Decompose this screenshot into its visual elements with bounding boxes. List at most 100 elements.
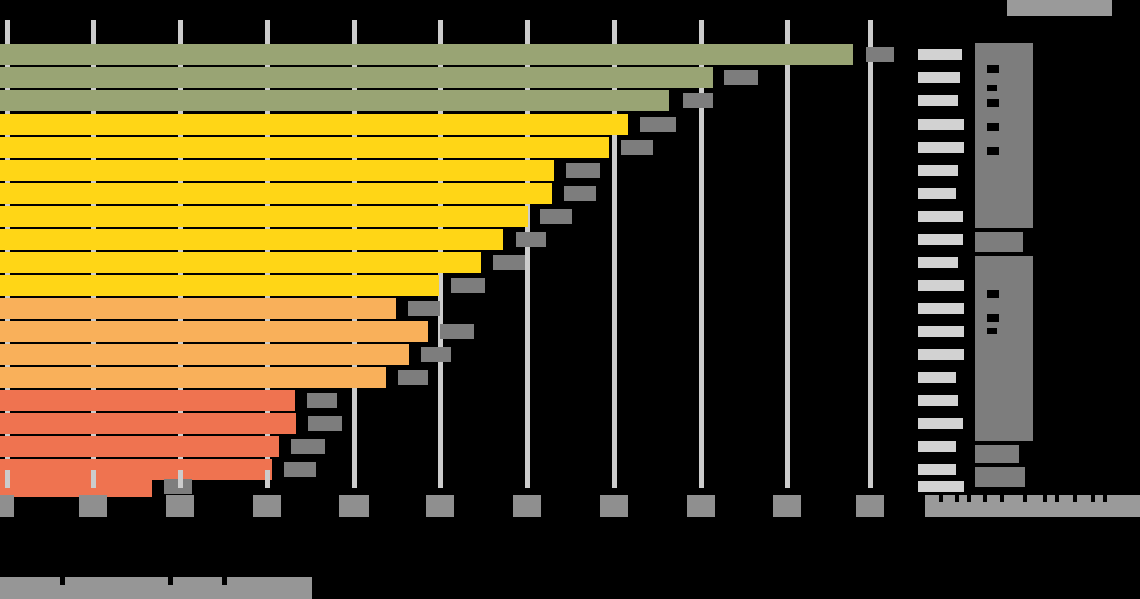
footer-source-note: ██████ ████████ ████ █████ — [0, 577, 312, 599]
bar — [0, 206, 528, 227]
chart-title-redacted: ██████████ — [1007, 0, 1112, 16]
bar-value-text: ███ — [421, 347, 422, 348]
axis-tick — [699, 470, 704, 488]
bar-row: ███ — [0, 205, 868, 228]
bar-value-label: ███ — [566, 163, 600, 178]
bar — [0, 321, 428, 342]
category-label: ████████ — [918, 234, 963, 245]
category-label-text: ████████ — [918, 234, 919, 235]
bar-value-label: ███ — [308, 416, 342, 431]
x-axis: ███████████████████████████████ ████ ███… — [0, 470, 1140, 530]
bar — [0, 90, 669, 111]
axis-tick-label: ███ — [339, 495, 369, 517]
axis-title-text: ████ ██████ ██ ████ — [925, 495, 926, 496]
legend-group-text: ███ — [975, 445, 976, 446]
bar — [0, 183, 552, 204]
bar — [0, 298, 396, 319]
bar-row: ███ — [0, 159, 868, 182]
category-label-text: ████████ — [918, 303, 919, 304]
bar — [0, 367, 386, 388]
axis-tick-label-text: ███ — [773, 495, 774, 496]
category-label: █████████ — [918, 188, 956, 199]
category-label: ████████ — [918, 211, 963, 222]
bar — [0, 252, 481, 273]
category-label: ████████ — [918, 119, 964, 130]
category-label: ████████ — [918, 418, 963, 429]
bar-value-text: ███ — [440, 324, 441, 325]
bar-row: ███ — [0, 274, 868, 297]
axis-tick-label-text: ███ — [856, 495, 857, 496]
axis-title-redacted: ████ ██████ ██ ████ — [925, 495, 1140, 517]
category-label-text: █████████ — [918, 257, 919, 258]
axis-tick-label: ███ — [253, 495, 281, 517]
axis-tick — [438, 470, 443, 488]
axis-tick-label-text: ███ — [166, 495, 167, 496]
axis-tick-label-text: ███ — [513, 495, 514, 496]
category-label-text: ████████ — [918, 95, 919, 96]
bar-rows: ████████████████████████████████████████… — [0, 20, 894, 497]
category-label: ████████ — [918, 303, 964, 314]
axis-tick-label: ███ — [856, 495, 884, 517]
bar-row: ███ — [0, 251, 868, 274]
gridline — [785, 20, 790, 470]
axis-tick-label-text: ███ — [79, 495, 80, 496]
category-label-text: ████████ — [918, 418, 919, 419]
axis-tick-label-text: ███ — [600, 495, 601, 496]
category-label-text: █████████ — [918, 395, 919, 396]
bar-value-label: ███ — [540, 209, 572, 224]
category-label: █████████ — [918, 257, 958, 268]
axis-tick-label-text: ███ — [253, 495, 254, 496]
bar-value-text: ███ — [866, 47, 867, 48]
bar-row: ███ — [0, 43, 894, 66]
axis-tick-label-text: █ — [0, 495, 1, 496]
legend-group-label: ███ — [975, 445, 1019, 463]
axis-tick-label: █ — [0, 495, 14, 517]
bar-value-text: ███ — [621, 140, 622, 141]
category-label-text: ████████ — [918, 280, 919, 281]
legend-group-text: ████████ — [975, 43, 976, 44]
bar-row: ███ — [0, 389, 868, 412]
bar-value-label: ███ — [683, 93, 713, 108]
bar — [0, 114, 628, 135]
bar-value-label: ███ — [866, 47, 894, 62]
bar — [0, 44, 853, 65]
axis-tick — [868, 470, 873, 488]
legend-group-column: █████████████████████████████ — [975, 20, 1055, 487]
axis-tick — [525, 470, 530, 488]
bar-value-label: ███ — [621, 140, 653, 155]
category-label: █████████ — [918, 49, 962, 60]
axis-tick-label-text: ███ — [687, 495, 688, 496]
legend-group-text: █████ — [975, 467, 976, 468]
legend-group-text: ████ — [975, 232, 976, 233]
legend-group-label: ████████ — [975, 43, 1033, 228]
category-label: ████████ — [918, 280, 964, 291]
bar — [0, 275, 439, 296]
axis-tick-label: ███ — [513, 495, 541, 517]
bar — [0, 476, 152, 497]
category-label-text: ████████ — [918, 326, 919, 327]
bar — [0, 390, 295, 411]
category-label-text: █████████ — [918, 72, 919, 73]
bar-value-text: ███ — [724, 70, 725, 71]
category-label: ████████ — [918, 481, 964, 492]
bar-row: ███ — [0, 366, 868, 389]
category-label-text: █████████ — [918, 372, 919, 373]
legend-group-label: █████████ — [975, 256, 1033, 441]
category-label: ████████ — [918, 142, 964, 153]
bar-value-text: ███ — [408, 301, 409, 302]
axis-tick-label: ███ — [773, 495, 801, 517]
bar-value-label: ███ — [284, 462, 316, 477]
category-label-text: █████████ — [918, 165, 919, 166]
bar-value-text: ███ — [451, 278, 452, 279]
bar-value-label: ███ — [516, 232, 546, 247]
bar-row: ███ — [0, 320, 868, 343]
bar-value-label: ███ — [421, 347, 451, 362]
axis-tick — [785, 470, 790, 488]
category-label-text: ████████ — [918, 211, 919, 212]
category-label-rail: ████████████████████████████████████████… — [918, 20, 978, 492]
bar-value-label: ███ — [451, 278, 485, 293]
category-label-text: ████████ — [918, 119, 919, 120]
bar-value-text: ███ — [683, 93, 684, 94]
bar-value-label: ███ — [640, 117, 676, 132]
bar — [0, 459, 272, 480]
